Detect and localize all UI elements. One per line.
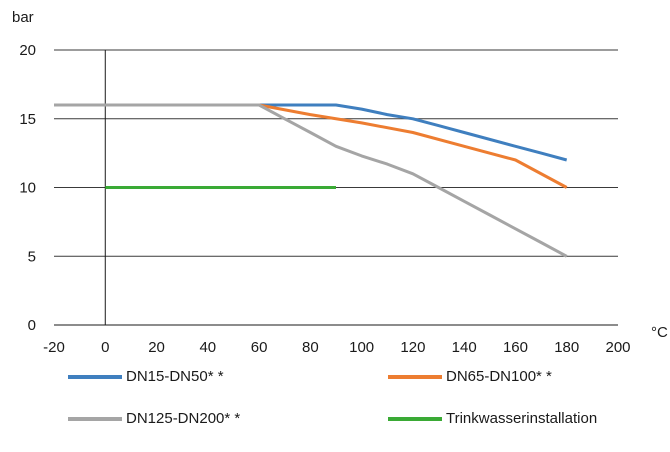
x-tick-label: 20	[148, 339, 165, 356]
x-tick-label: 180	[554, 339, 579, 356]
y-tick-label: 15	[19, 111, 36, 128]
series-lines	[54, 103, 568, 258]
x-tick-label: 140	[452, 339, 477, 356]
tick-labels: 0 5 10 15 20 -20 0 20 40 60 80 100 120 140 160 180 200	[19, 42, 630, 356]
legend-label-dn65-dn100: DN65-DN100* *	[446, 368, 552, 385]
series-line-0	[54, 103, 568, 162]
x-axis-unit: °C	[651, 324, 668, 341]
legend-swatch-dn125-dn200	[68, 416, 122, 421]
x-tick-label: 160	[503, 339, 528, 356]
y-tick-label: 5	[28, 248, 36, 265]
legend-swatch-dn15-dn50	[68, 374, 122, 379]
x-tick-label: 0	[101, 339, 109, 356]
legend-swatch-trinkwasserinstallation	[388, 416, 442, 421]
x-tick-label: 120	[400, 339, 425, 356]
x-tick-label: 40	[199, 339, 216, 356]
x-tick-label: 100	[349, 339, 374, 356]
y-axis-unit: bar	[12, 9, 34, 26]
legend-label-dn15-dn50: DN15-DN50* *	[126, 368, 224, 385]
series-line-1	[54, 103, 568, 189]
legend-item-dn15-dn50: DN15-DN50* *	[68, 368, 224, 385]
x-tick-label: 60	[251, 339, 268, 356]
x-tick-label: 80	[302, 339, 319, 356]
legend-item-dn65-dn100: DN65-DN100* *	[388, 368, 552, 385]
y-tick-label: 20	[19, 42, 36, 59]
x-tick-label: 200	[605, 339, 630, 356]
legend-item-trinkwasserinstallation: Trinkwasserinstallation	[388, 410, 597, 427]
series-line-2	[54, 103, 568, 258]
y-tick-label: 0	[28, 317, 36, 334]
legend-label-trinkwasserinstallation: Trinkwasserinstallation	[446, 410, 598, 427]
legend-label-dn125-dn200: DN125-DN200* *	[126, 410, 241, 427]
legend-item-dn125-dn200: DN125-DN200* *	[68, 410, 240, 427]
x-tick-label: -20	[43, 339, 65, 356]
y-tick-label: 10	[19, 180, 36, 197]
legend-swatch-dn65-dn100	[388, 374, 442, 379]
